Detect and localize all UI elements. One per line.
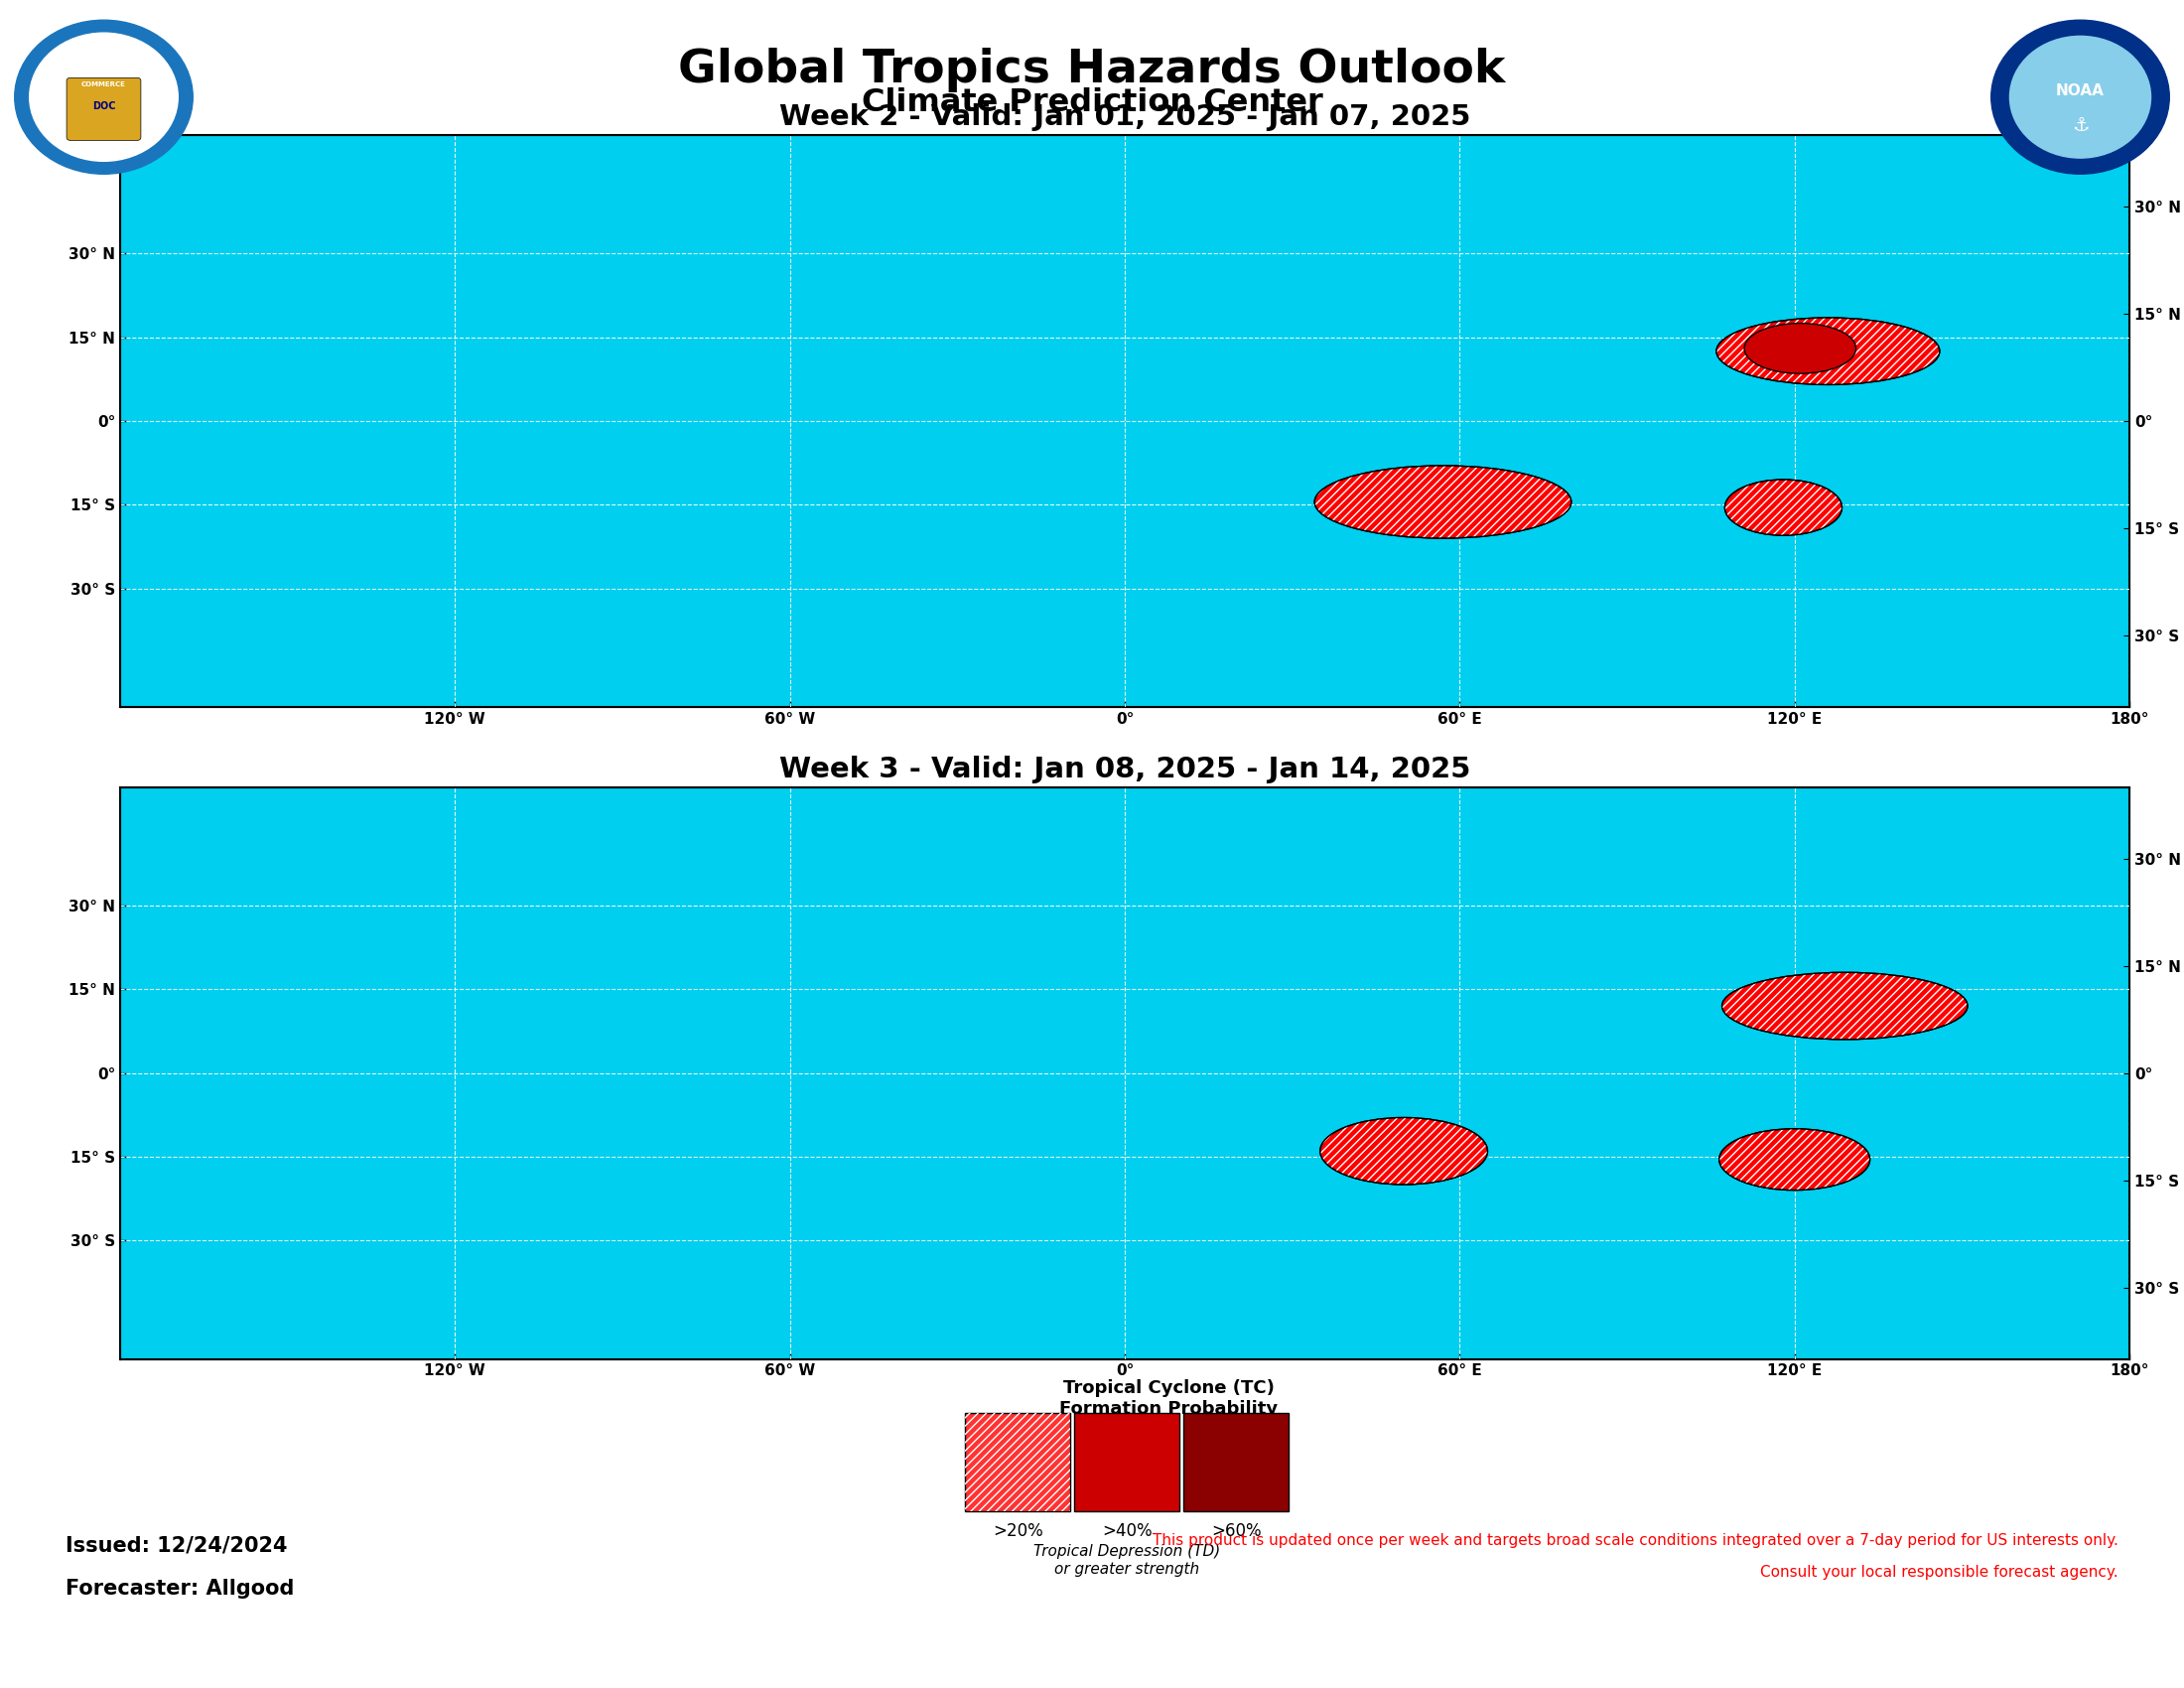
Ellipse shape bbox=[1721, 972, 1968, 1040]
Ellipse shape bbox=[1745, 324, 1856, 373]
Text: DEPT. OF: DEPT. OF bbox=[85, 59, 122, 64]
Text: COMMERCE: COMMERCE bbox=[81, 81, 127, 88]
Text: >60%: >60% bbox=[1210, 1523, 1262, 1541]
Ellipse shape bbox=[1315, 466, 1570, 538]
Title: Week 3 - Valid: Jan 08, 2025 - Jan 14, 2025: Week 3 - Valid: Jan 08, 2025 - Jan 14, 2… bbox=[780, 756, 1470, 783]
Ellipse shape bbox=[1717, 317, 1939, 385]
Text: Global Tropics Hazards Outlook: Global Tropics Hazards Outlook bbox=[679, 47, 1505, 91]
Circle shape bbox=[2009, 35, 2151, 159]
Title: Week 2 - Valid: Jan 01, 2025 - Jan 07, 2025: Week 2 - Valid: Jan 01, 2025 - Jan 07, 2… bbox=[780, 103, 1470, 132]
FancyBboxPatch shape bbox=[68, 78, 140, 140]
Text: NOAA: NOAA bbox=[2055, 83, 2105, 98]
Ellipse shape bbox=[1719, 1129, 1870, 1190]
Text: Consult your local responsible forecast agency.: Consult your local responsible forecast … bbox=[1760, 1565, 2118, 1580]
Text: This product is updated once per week and targets broad scale conditions integra: This product is updated once per week an… bbox=[1153, 1533, 2118, 1548]
Text: >40%: >40% bbox=[1101, 1523, 1153, 1541]
Circle shape bbox=[1992, 20, 2169, 174]
Ellipse shape bbox=[1319, 1117, 1487, 1185]
Ellipse shape bbox=[1725, 479, 1841, 535]
Text: Tropical Cyclone (TC)
Formation Probability: Tropical Cyclone (TC) Formation Probabil… bbox=[1059, 1379, 1278, 1418]
Text: Tropical Depression (TD)
or greater strength: Tropical Depression (TD) or greater stre… bbox=[1033, 1545, 1221, 1577]
Text: ⚓: ⚓ bbox=[2073, 116, 2088, 135]
Circle shape bbox=[15, 20, 192, 174]
Text: DOC: DOC bbox=[92, 101, 116, 111]
Text: Climate Prediction Center: Climate Prediction Center bbox=[860, 88, 1324, 118]
Text: >20%: >20% bbox=[992, 1523, 1044, 1541]
Text: Forecaster: Allgood: Forecaster: Allgood bbox=[66, 1578, 295, 1599]
Circle shape bbox=[31, 32, 179, 162]
Text: Issued: 12/24/2024: Issued: 12/24/2024 bbox=[66, 1536, 288, 1556]
